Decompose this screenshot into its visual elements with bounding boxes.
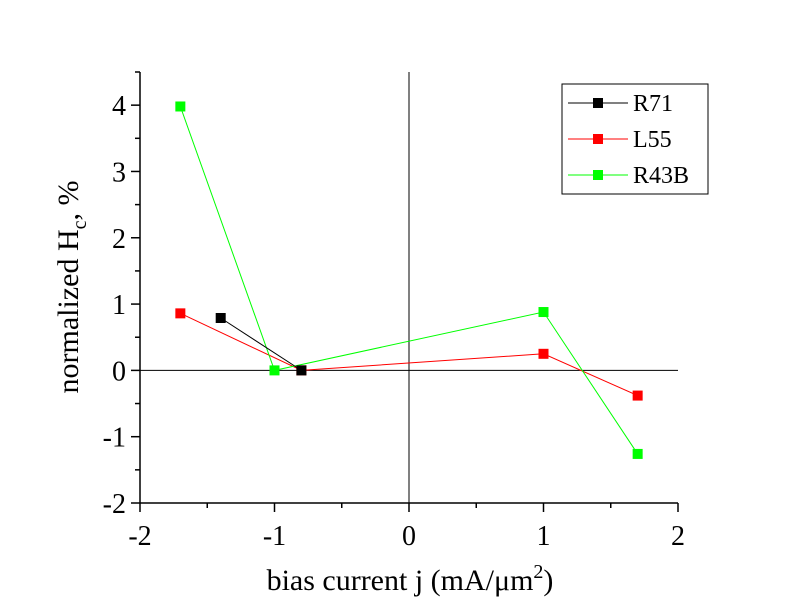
legend-marker [593,170,603,180]
y-axis-label-sub: c [69,220,91,229]
legend-marker [593,98,603,108]
data-point [538,348,549,359]
series-line-l55 [180,312,638,397]
y-tick-label: -2 [103,489,126,520]
x-tick-label: -1 [263,521,286,552]
legend-label: R43B [633,163,689,189]
data-point [296,365,307,376]
series-r43b [175,101,643,459]
data-point [269,365,280,376]
legend-label: R71 [633,91,673,117]
series-layer [175,101,643,459]
y-tick-label: 3 [112,157,126,188]
x-axis-label-close: ) [543,564,553,597]
legend: R71 L55 R43B [561,83,709,195]
legend-label: L55 [633,127,672,153]
legend-item-r71: R71 [568,91,673,117]
legend-item-l55: L55 [568,127,672,153]
ticks: -2 -1 0 1 2 -2 -1 0 1 2 3 4 [103,71,685,552]
y-axis-label-rest: , % [52,181,85,221]
x-axis-label-sup: 2 [533,561,543,583]
x-tick-label: -2 [128,521,151,552]
series-line-r71 [220,317,302,371]
data-point [632,448,643,459]
data-point [175,308,186,319]
y-tick-label: 1 [112,290,126,321]
zero-lines [140,72,678,503]
legend-item-r43b: R43B [568,163,689,189]
x-tick-label: 1 [537,521,551,552]
series-line-r43b [179,106,639,455]
x-axis-label: bias current j (mA/μm2) [267,561,554,597]
x-tick-label: 0 [402,521,416,552]
y-tick-label: 4 [112,91,126,122]
data-point [538,307,549,318]
data-point [175,101,186,112]
x-axis-label-main: bias current j (mA/μm [267,564,534,597]
data-point [632,390,643,401]
legend-marker [593,134,603,144]
series-r71 [215,313,307,376]
y-tick-label: 2 [112,224,126,255]
y-tick-label: -1 [103,423,126,454]
x-tick-label: 2 [671,521,685,552]
y-tick-label: 0 [112,356,126,387]
y-axis-label-main: normalized H [52,229,85,393]
y-axis-label: normalized Hc, % [52,181,91,394]
data-point [215,313,226,324]
